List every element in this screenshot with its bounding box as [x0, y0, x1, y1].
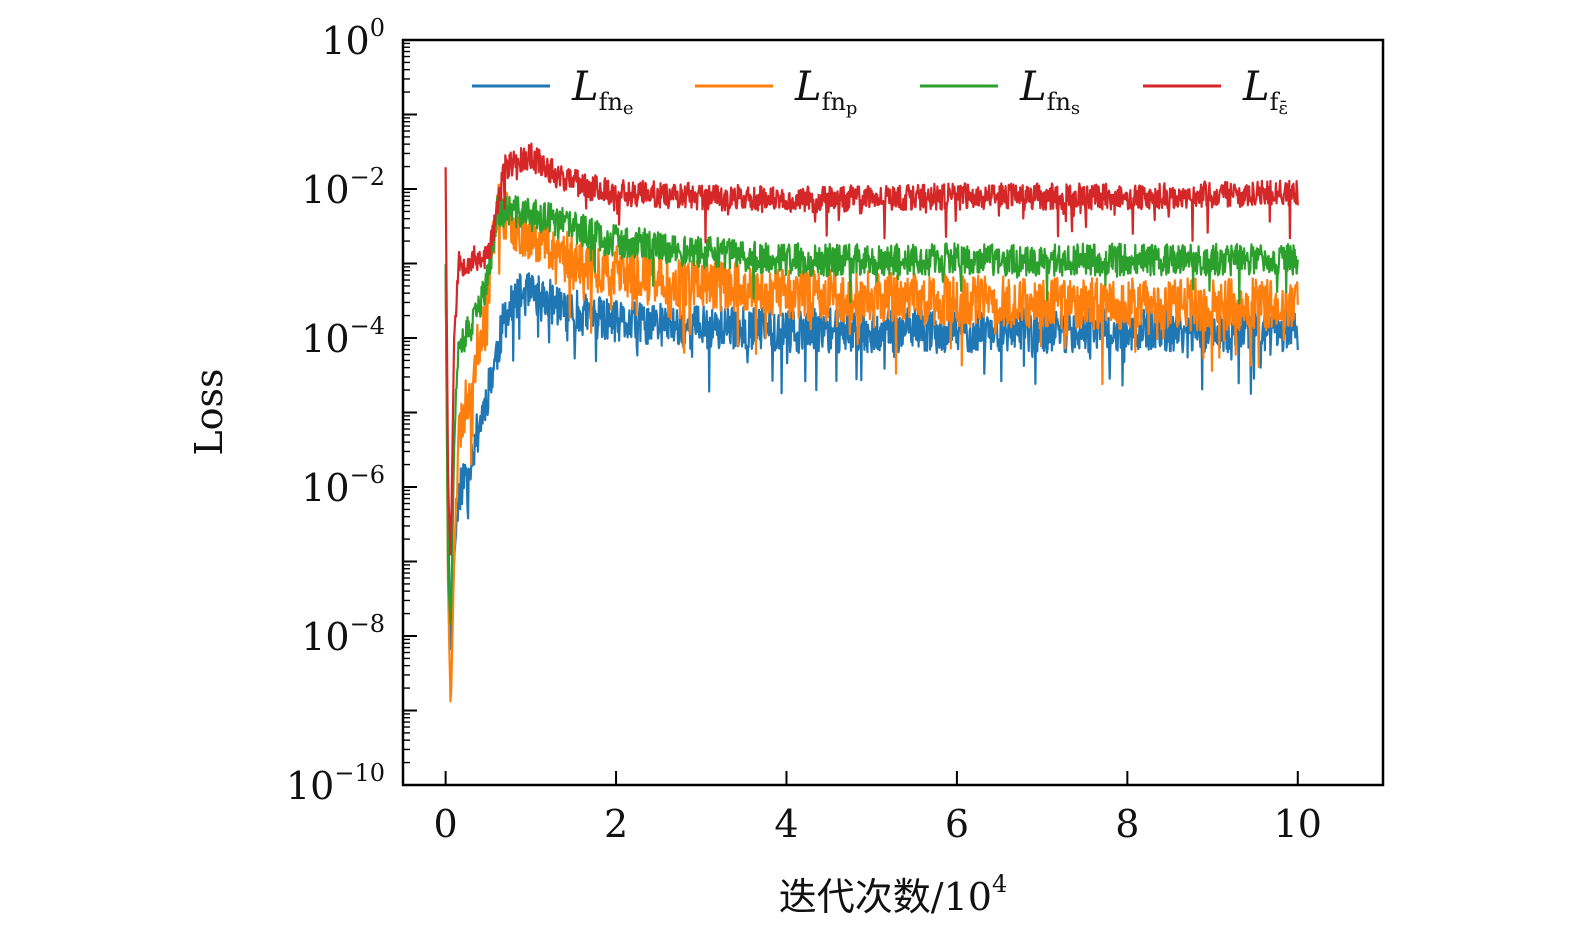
series-line-2 [444, 195, 1299, 626]
legend: Lfne Lfnp Lfns Lfε̄ [472, 64, 1288, 119]
x-tick-label-5: 10 [1274, 802, 1322, 846]
y-tick-label-3: 10−6 [301, 461, 385, 510]
y-tick-label-2: 10−4 [301, 312, 385, 361]
x-tick-label-1: 2 [604, 802, 628, 846]
series-layer [444, 142, 1299, 703]
series-line-3 [444, 142, 1299, 556]
y-axis-label: Loss [187, 368, 231, 455]
y-tick-base: 10 [301, 168, 349, 212]
x-axis-label-sup: 4 [992, 870, 1007, 898]
x-tick-label-3: 6 [945, 802, 969, 846]
ticks-layer [403, 39, 1299, 786]
y-tick-label-0: 100 [321, 14, 385, 63]
legend-entry-3: Lfε̄ [1242, 64, 1288, 119]
legend-entry-0: Lfne [571, 64, 634, 119]
legend-entry-2: Lfns [1019, 64, 1080, 119]
y-tick-exp: −8 [350, 610, 385, 638]
y-tick-base: 10 [286, 764, 334, 808]
y-tick-exp: −6 [350, 461, 385, 489]
y-tick-exp: −10 [334, 759, 385, 787]
x-axis-label: 迭代次数/104 [779, 870, 1007, 919]
y-tick-label-5: 10−10 [286, 759, 385, 808]
y-tick-label-1: 10−2 [301, 163, 385, 212]
y-tick-exp: −4 [350, 312, 385, 340]
x-tick-label-2: 4 [774, 802, 798, 846]
x-tick-label-4: 8 [1115, 802, 1139, 846]
x-axis-label-main: 迭代次数/10 [779, 875, 992, 919]
x-tick-label-0: 0 [434, 802, 458, 846]
legend-entry-1: Lfnp [794, 64, 857, 119]
y-tick-base: 10 [301, 317, 349, 361]
y-tick-base: 10 [321, 19, 369, 63]
series-line-1 [444, 182, 1299, 703]
plot-frame [401, 38, 1385, 787]
y-tick-base: 10 [301, 615, 349, 659]
y-tick-exp: 0 [370, 14, 385, 42]
y-tick-label-4: 10−8 [301, 610, 385, 659]
y-tick-base: 10 [301, 466, 349, 510]
x-tick-labels: 0 2 4 6 8 10 [434, 802, 1322, 846]
y-tick-exp: −2 [350, 163, 385, 191]
